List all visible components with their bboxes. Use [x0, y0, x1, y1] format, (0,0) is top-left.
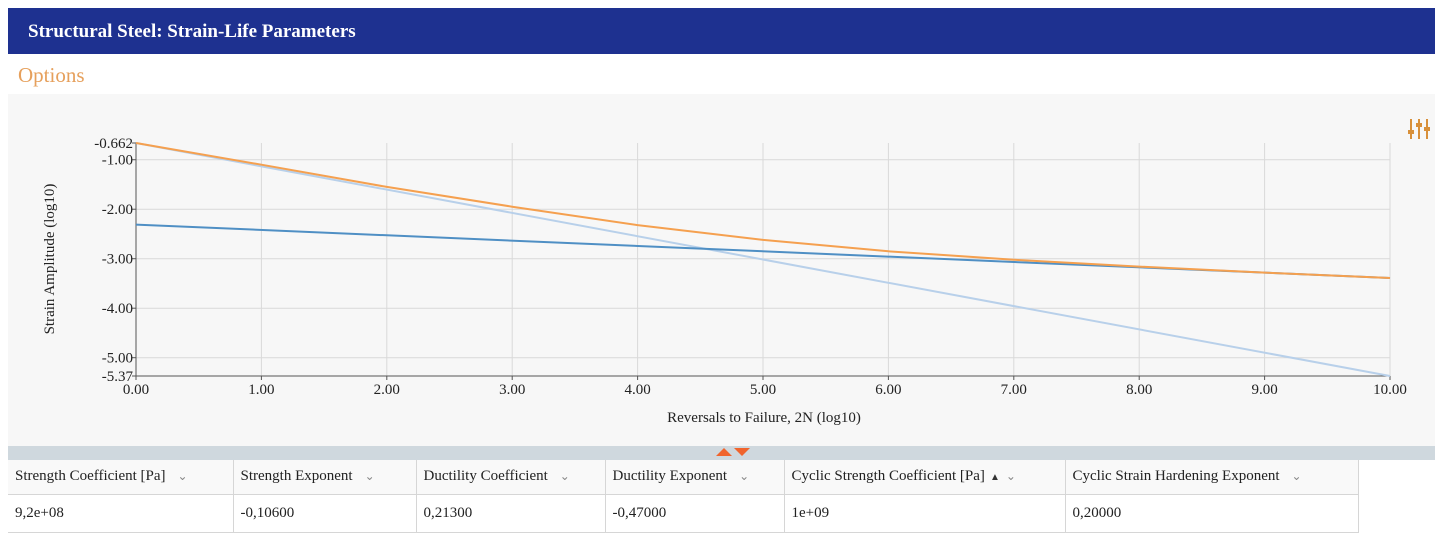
- column-header-ductility-coefficient[interactable]: Ductility Coefficient ⌄: [416, 460, 606, 495]
- pane-splitter[interactable]: [8, 446, 1435, 460]
- chevron-down-icon[interactable]: ⌄: [177, 469, 188, 484]
- chevron-down-icon[interactable]: ⌄: [1005, 469, 1016, 484]
- column-header-ductility-exponent[interactable]: Ductility Exponent ⌄: [605, 460, 785, 495]
- sort-ascending-icon[interactable]: ▲: [989, 472, 1000, 484]
- table-cell[interactable]: -0,47000: [605, 494, 785, 533]
- table-cell[interactable]: 0,20000: [1065, 494, 1359, 533]
- column-header-cyclic-strain-hardening-exponent[interactable]: Cyclic Strain Hardening Exponent ⌄: [1065, 460, 1359, 495]
- table-cell[interactable]: 0,21300: [416, 494, 606, 533]
- options-link[interactable]: Options: [18, 63, 85, 87]
- chevron-down-icon[interactable]: ⌄: [1291, 469, 1302, 484]
- table-row[interactable]: 9,2e+08 -0,10600 0,21300 -0,47000 1e+09 …: [8, 494, 1359, 533]
- strain-life-parameters-table: Strength Coefficient [Pa] ⌄ Strength Expo…: [8, 460, 1359, 533]
- column-header-strength-exponent[interactable]: Strength Exponent ⌄: [233, 460, 417, 495]
- chevron-down-icon[interactable]: ⌄: [364, 469, 375, 484]
- window-title-bar: Structural Steel: Strain-Life Parameters: [8, 8, 1435, 54]
- table-cell[interactable]: 1e+09: [784, 494, 1066, 533]
- chart-settings-sliders-icon[interactable]: [1407, 116, 1431, 144]
- chevron-down-icon[interactable]: ⌄: [559, 469, 570, 484]
- chart-panel: [8, 94, 1435, 446]
- table-header-row: Strength Coefficient [Pa] ⌄ Strength Expo…: [8, 460, 1359, 495]
- chevron-down-icon[interactable]: ⌄: [739, 469, 750, 484]
- collapse-down-arrow-icon[interactable]: [734, 448, 750, 456]
- options-bar: Options: [8, 54, 1435, 94]
- column-header-cyclic-strength-coefficient[interactable]: Cyclic Strength Coefficient [Pa] ▲ ⌄: [784, 460, 1066, 495]
- page-title: Structural Steel: Strain-Life Parameters: [28, 21, 356, 42]
- column-header-strength-coefficient[interactable]: Strength Coefficient [Pa] ⌄: [8, 460, 234, 495]
- table-cell[interactable]: 9,2e+08: [8, 494, 234, 533]
- expand-up-arrow-icon[interactable]: [716, 448, 732, 456]
- table-cell[interactable]: -0,10600: [233, 494, 417, 533]
